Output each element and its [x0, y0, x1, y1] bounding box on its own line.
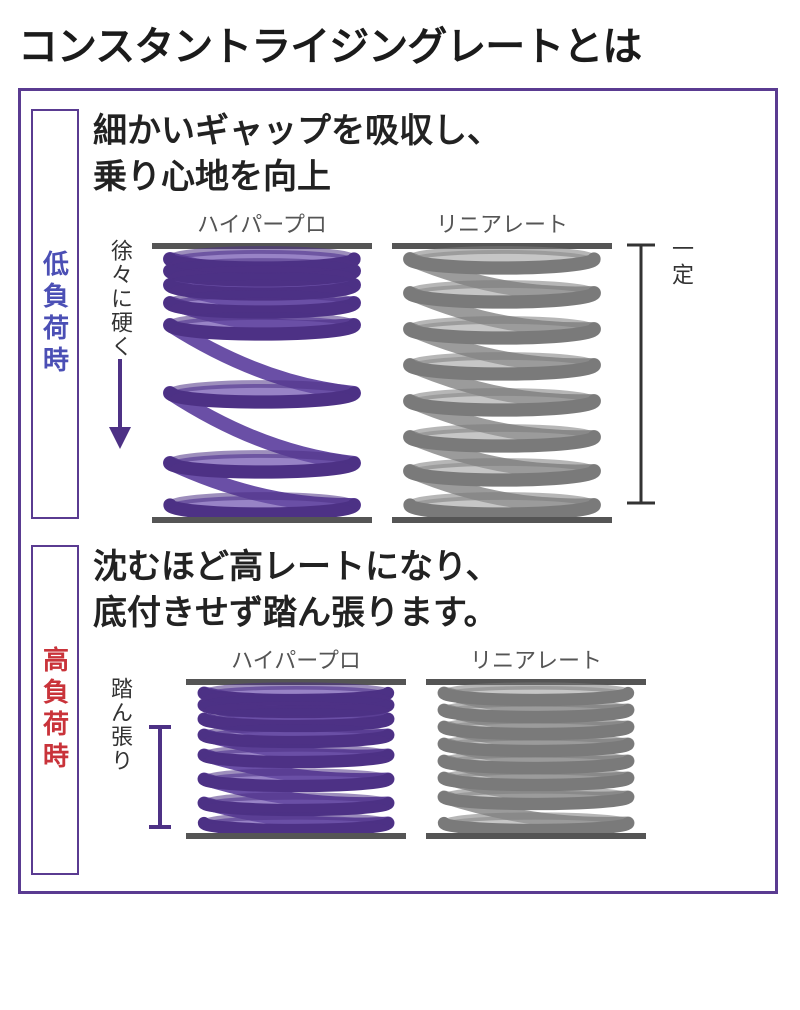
low-load-body: 細かいギャップを吸収し、 乗り心地を向上 徐々に硬く ハイパープロ リニアレート — [79, 109, 765, 523]
arrow-label: 徐々に硬く — [104, 239, 136, 359]
section-high-load: 高負荷時 沈むほど高レートになり、 底付きせず踏ん張ります。 踏ん張り ハイパー… — [31, 545, 765, 875]
low-load-label: 低負荷時 — [37, 236, 74, 392]
low-spring-row: 徐々に硬く ハイパープロ リニアレート — [93, 207, 765, 523]
low-desc-line2: 乗り心地を向上 — [93, 158, 331, 196]
linear-spring-high-unit: リニアレート — [421, 643, 651, 839]
diagram-frame: 低負荷時 細かいギャップを吸収し、 乗り心地を向上 徐々に硬く ハイパープロ — [18, 88, 778, 894]
left-annotation: 踏ん張り — [93, 643, 147, 773]
linear-label-high: リニアレート — [470, 643, 602, 675]
constant-label: 一定 — [665, 237, 697, 289]
high-load-body: 沈むほど高レートになり、 底付きせず踏ん張ります。 踏ん張り ハイパープロ リニ… — [79, 545, 765, 839]
low-desc-line1: 細かいギャップを吸収し、 — [93, 112, 501, 150]
high-load-label-box: 高負荷時 — [31, 545, 79, 875]
high-spring-row: 踏ん張り ハイパープロ リニアレート — [93, 643, 765, 839]
hyper-spring-low — [147, 243, 377, 523]
resist-label: 踏ん張り — [104, 677, 136, 773]
linear-spring-low-unit: リニアレート — [387, 207, 617, 523]
high-desc-line1: 沈むほど高レートになり、 — [93, 548, 500, 586]
resist-bracket-icon — [147, 673, 175, 833]
down-arrow-icon — [105, 359, 135, 449]
low-load-description: 細かいギャップを吸収し、 乗り心地を向上 — [93, 109, 765, 201]
height-bracket-icon — [623, 237, 659, 515]
arrow-column: 徐々に硬く — [93, 207, 147, 449]
hyper-label-high: ハイパープロ — [231, 643, 361, 675]
high-springs-container: ハイパープロ リニアレート — [181, 643, 651, 839]
section-low-load: 低負荷時 細かいギャップを吸収し、 乗り心地を向上 徐々に硬く ハイパープロ — [31, 109, 765, 523]
linear-spring-high — [421, 679, 651, 839]
low-springs-container: ハイパープロ リニアレート — [147, 207, 617, 523]
hyper-spring-high — [181, 679, 411, 839]
right-annotation — [617, 207, 659, 515]
linear-spring-low — [387, 243, 617, 523]
right-label-col: 一定 — [659, 207, 697, 289]
hyper-spring-low-unit: ハイパープロ — [147, 207, 377, 523]
high-load-description: 沈むほど高レートになり、 底付きせず踏ん張ります。 — [93, 545, 765, 637]
page-title: コンスタントライジングレートとは — [18, 14, 782, 72]
high-load-label: 高負荷時 — [37, 632, 74, 788]
hyper-label-low: ハイパープロ — [197, 207, 327, 239]
hyper-spring-high-unit: ハイパープロ — [181, 643, 411, 839]
low-load-label-box: 低負荷時 — [31, 109, 79, 519]
linear-label-low: リニアレート — [436, 207, 568, 239]
high-desc-line2: 底付きせず踏ん張ります。 — [93, 594, 498, 632]
